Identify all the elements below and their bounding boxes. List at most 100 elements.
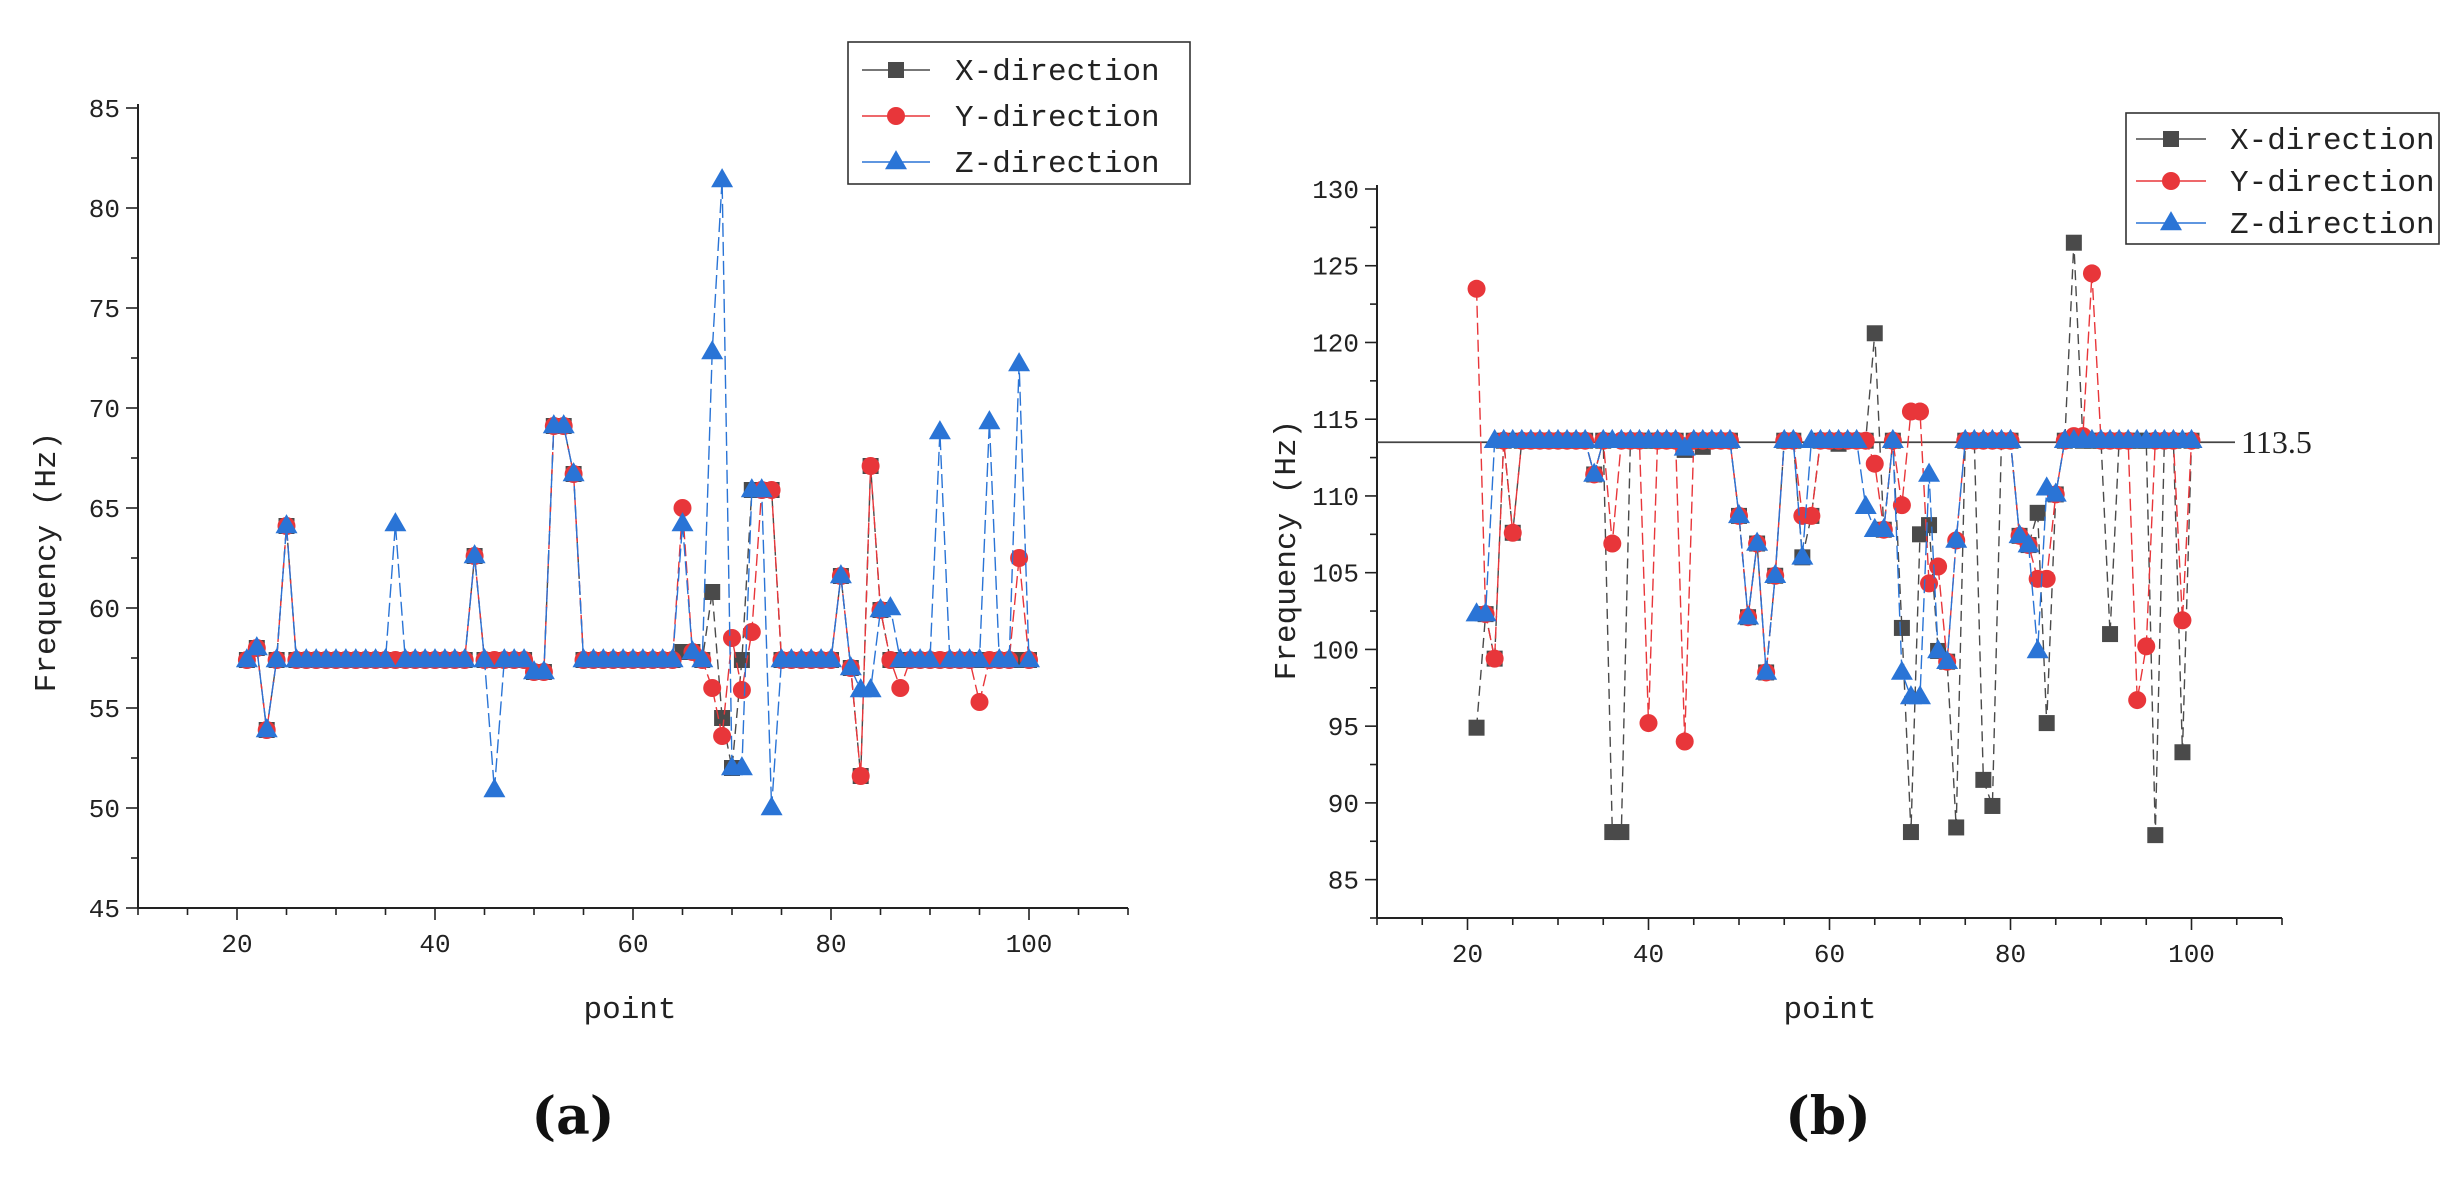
- data-point: [1802, 506, 1821, 525]
- data-point: [1865, 454, 1884, 473]
- y-tick-label: 50: [89, 795, 120, 825]
- series-line: [246, 425, 1029, 777]
- data-point: [839, 656, 862, 676]
- data-point: [701, 340, 724, 360]
- y-tick-label: 85: [89, 95, 120, 125]
- data-point: [1984, 797, 2001, 814]
- x-tick-label: 100: [1006, 930, 1053, 960]
- data-point: [978, 410, 1001, 430]
- data-point: [730, 756, 753, 776]
- data-point: [1583, 462, 1606, 482]
- data-point: [2038, 715, 2055, 732]
- data-point: [2029, 504, 2046, 521]
- data-point: [1921, 517, 1938, 534]
- x-tick-label: 40: [1633, 940, 1664, 970]
- panel-b-x-axis-title: point: [1783, 993, 1876, 1028]
- panel-a: 20 40 60 80 100 45 50 55 60 65 70 75 80 85 point Fre…: [30, 41, 1191, 1147]
- series-y-direction: [1467, 264, 2201, 751]
- legend-item: Z-direction: [862, 147, 1160, 182]
- y-tick-label: 70: [89, 395, 120, 425]
- legend-label: X-direction: [2230, 124, 2435, 159]
- data-point: [2180, 428, 2203, 448]
- panel-b-x-tick-labels: 20 40 60 80 100: [1452, 940, 2215, 970]
- data-point: [1881, 428, 1904, 448]
- data-point: [851, 767, 870, 785]
- data-point: [760, 796, 783, 816]
- data-point: [919, 648, 941, 668]
- data-point: [1936, 649, 1959, 669]
- data-point: [1929, 557, 1948, 576]
- data-point: [732, 681, 751, 699]
- data-point: [453, 648, 476, 668]
- panel-a-legend: X-direction Y-direction Z-direction: [847, 41, 1191, 185]
- data-point: [750, 478, 773, 498]
- data-point: [2128, 691, 2147, 710]
- data-point: [1948, 819, 1965, 836]
- x-tick-label: 80: [815, 930, 846, 960]
- data-point: [473, 648, 496, 668]
- series-x-direction: [238, 418, 1037, 784]
- data-point: [463, 544, 486, 564]
- legend-marker: [2160, 211, 2182, 231]
- legend-item: X-direction: [862, 55, 1160, 90]
- data-point: [1485, 649, 1504, 668]
- data-point: [968, 648, 991, 668]
- data-point: [1639, 714, 1658, 733]
- data-point: [704, 584, 721, 600]
- data-point: [384, 512, 407, 532]
- legend-label: Y-direction: [955, 101, 1160, 136]
- data-point: [661, 648, 684, 668]
- y-tick-label: 95: [1328, 713, 1359, 743]
- panel-a-x-axis-title: point: [583, 993, 676, 1028]
- data-point: [1893, 619, 1910, 636]
- data-point: [2174, 744, 2191, 761]
- data-point: [1945, 528, 1968, 548]
- panel-a-legend-box: [847, 41, 1191, 185]
- data-point: [265, 648, 288, 668]
- legend-label: Z-direction: [2230, 208, 2435, 243]
- data-point: [1892, 496, 1911, 515]
- legend-item: Y-direction: [2136, 166, 2435, 201]
- legend-label: Y-direction: [2230, 166, 2435, 201]
- y-tick-label: 100: [1312, 636, 1359, 666]
- data-point: [532, 660, 555, 680]
- data-point: [2173, 611, 2192, 630]
- panel-b-label: (b): [1785, 1086, 1871, 1147]
- y-tick-label: 75: [89, 295, 120, 325]
- panel-a-axes: [126, 104, 1129, 920]
- x-tick-label: 20: [1452, 940, 1483, 970]
- data-point: [1008, 352, 1031, 372]
- legend-label: X-direction: [955, 55, 1160, 90]
- data-point: [1854, 494, 1877, 514]
- x-tick-label: 100: [2168, 940, 2215, 970]
- series-line: [246, 179, 1030, 809]
- data-point: [1890, 660, 1913, 680]
- data-point: [714, 710, 731, 726]
- data-point: [671, 512, 694, 532]
- x-tick-label: 80: [1995, 940, 2026, 970]
- data-point: [1468, 719, 1485, 736]
- y-tick-label: 80: [89, 195, 120, 225]
- data-point: [1909, 685, 1931, 705]
- data-point: [711, 168, 734, 188]
- legend-item: X-direction: [2136, 124, 2435, 159]
- data-point: [1467, 279, 1486, 298]
- data-point: [703, 679, 722, 697]
- y-tick-label: 45: [89, 895, 120, 925]
- data-point: [2137, 637, 2156, 656]
- y-tick-label: 125: [1312, 253, 1359, 283]
- data-point: [1737, 605, 1760, 625]
- panel-b-axes: [1365, 185, 2283, 930]
- series-z-direction: [1465, 428, 2203, 705]
- data-point: [742, 623, 761, 641]
- y-tick-label: 60: [89, 595, 120, 625]
- data-point: [245, 636, 268, 656]
- data-point: [1613, 824, 1630, 841]
- data-point: [2037, 569, 2056, 588]
- data-point: [1718, 428, 1741, 448]
- data-point: [1845, 428, 1868, 448]
- data-point: [275, 514, 298, 534]
- data-point: [2065, 234, 2082, 251]
- y-tick-label: 55: [89, 695, 120, 725]
- data-point: [1918, 462, 1941, 482]
